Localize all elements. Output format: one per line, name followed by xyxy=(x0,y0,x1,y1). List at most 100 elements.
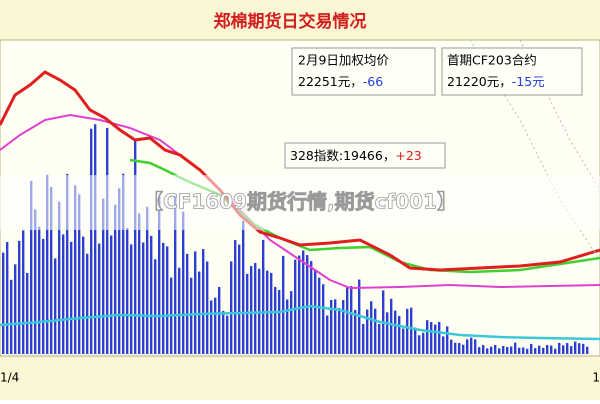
volume-bar xyxy=(514,342,517,354)
volume-bar xyxy=(542,347,545,354)
volume-bar xyxy=(314,269,317,354)
change: -66 xyxy=(363,74,383,89)
volume-bar xyxy=(2,252,5,354)
volume-bar xyxy=(210,300,213,354)
volume-bar xyxy=(22,230,25,354)
x-axis-label: 1 xyxy=(592,371,600,385)
volume-bar xyxy=(510,346,513,354)
volume-bar xyxy=(370,301,373,354)
volume-bar xyxy=(38,226,41,354)
volume-bar xyxy=(450,339,453,354)
volume-bar xyxy=(446,326,449,354)
dotted-line xyxy=(519,39,600,191)
volume-bar xyxy=(50,186,53,354)
volume-bar xyxy=(286,299,289,354)
info-box: 首期CF203合约 21220元，-15元 xyxy=(441,47,583,96)
volume-bar xyxy=(318,277,321,354)
volume-bar xyxy=(310,261,313,354)
volume-bar xyxy=(74,185,77,354)
volume-bar xyxy=(550,345,553,354)
volume-bar xyxy=(462,344,465,354)
volume-bar xyxy=(366,309,369,354)
volume-bar xyxy=(162,242,165,354)
volume-bar xyxy=(70,241,73,354)
volume-bar xyxy=(322,284,325,354)
volume-bar xyxy=(438,321,441,354)
volume-bar xyxy=(34,209,37,354)
price: 21220元， xyxy=(447,74,512,89)
volume-bar xyxy=(578,343,581,354)
volume-bar xyxy=(98,243,101,354)
volume-bar xyxy=(570,346,573,354)
volume-bar xyxy=(250,266,253,354)
volume-bar xyxy=(478,347,481,354)
volume-bar xyxy=(78,194,81,354)
volume-bar xyxy=(262,239,265,354)
volume-bar xyxy=(130,244,133,354)
volume-bar xyxy=(354,310,357,354)
volume-bar xyxy=(374,308,377,354)
box-value: 21220元，-15元 xyxy=(447,74,545,89)
volume-bar xyxy=(586,346,589,354)
volume-bar xyxy=(378,324,381,354)
volume-bar xyxy=(494,344,497,354)
volume-bar xyxy=(26,272,29,354)
volume-bar xyxy=(566,343,569,354)
volume-bar xyxy=(294,259,297,354)
volume-bar xyxy=(166,246,169,354)
volume-bar xyxy=(274,286,277,354)
volume-bar xyxy=(142,242,145,354)
volume-bar xyxy=(582,343,585,354)
volume-bar xyxy=(182,211,185,354)
volume-bar xyxy=(206,261,209,354)
box-label: 2月9日加权均价 xyxy=(298,53,389,68)
volume-bar xyxy=(394,310,397,354)
volume-bars xyxy=(2,124,589,355)
volume-bar xyxy=(226,315,229,354)
volume-bar xyxy=(62,234,65,354)
x-axis-label: 1/4 xyxy=(0,371,19,385)
volume-bar xyxy=(10,279,13,354)
volume-bar xyxy=(298,255,301,354)
volume-bar xyxy=(442,336,445,354)
volume-bar xyxy=(402,328,405,354)
volume-bar xyxy=(66,174,69,354)
volume-bar xyxy=(526,348,529,354)
volume-bar xyxy=(54,258,57,354)
volume-bar xyxy=(82,236,85,354)
volume-bar xyxy=(46,174,49,354)
change: +23 xyxy=(395,148,421,163)
volume-bar xyxy=(518,347,521,354)
volume-bar xyxy=(154,259,157,354)
volume-bar xyxy=(6,241,9,354)
index-value: 328指数:19466，+23 xyxy=(290,148,422,163)
banner xyxy=(0,175,600,230)
volume-bar xyxy=(342,300,345,354)
volume-bar xyxy=(94,124,97,355)
info-box: 2月9日加权均价 22251元，-66 xyxy=(291,47,436,96)
volume-bar xyxy=(422,332,425,354)
change: -15元 xyxy=(512,74,545,89)
volume-bar xyxy=(538,345,541,354)
volume-bar xyxy=(114,204,117,354)
volume-bar xyxy=(230,261,233,354)
volume-bar xyxy=(470,337,473,354)
volume-bar xyxy=(18,240,21,354)
title: 郑棉期货日交易情况 xyxy=(214,11,367,32)
volume-bar xyxy=(222,310,225,354)
cyan-line xyxy=(0,304,600,341)
volume-bar xyxy=(454,342,457,354)
volume-bar xyxy=(410,307,413,354)
volume-bar xyxy=(126,228,129,354)
volume-bar xyxy=(426,320,429,354)
volume-bar xyxy=(282,255,285,354)
volume-bar xyxy=(554,348,557,354)
volume-bar xyxy=(386,312,389,354)
volume-bar xyxy=(362,323,365,354)
index-box: 328指数:19466，+23 xyxy=(284,142,446,169)
volume-bar xyxy=(574,341,577,354)
volume-bar xyxy=(458,343,461,354)
volume-bar xyxy=(302,250,305,354)
volume-bar xyxy=(254,262,257,354)
volume-bar xyxy=(334,299,337,354)
